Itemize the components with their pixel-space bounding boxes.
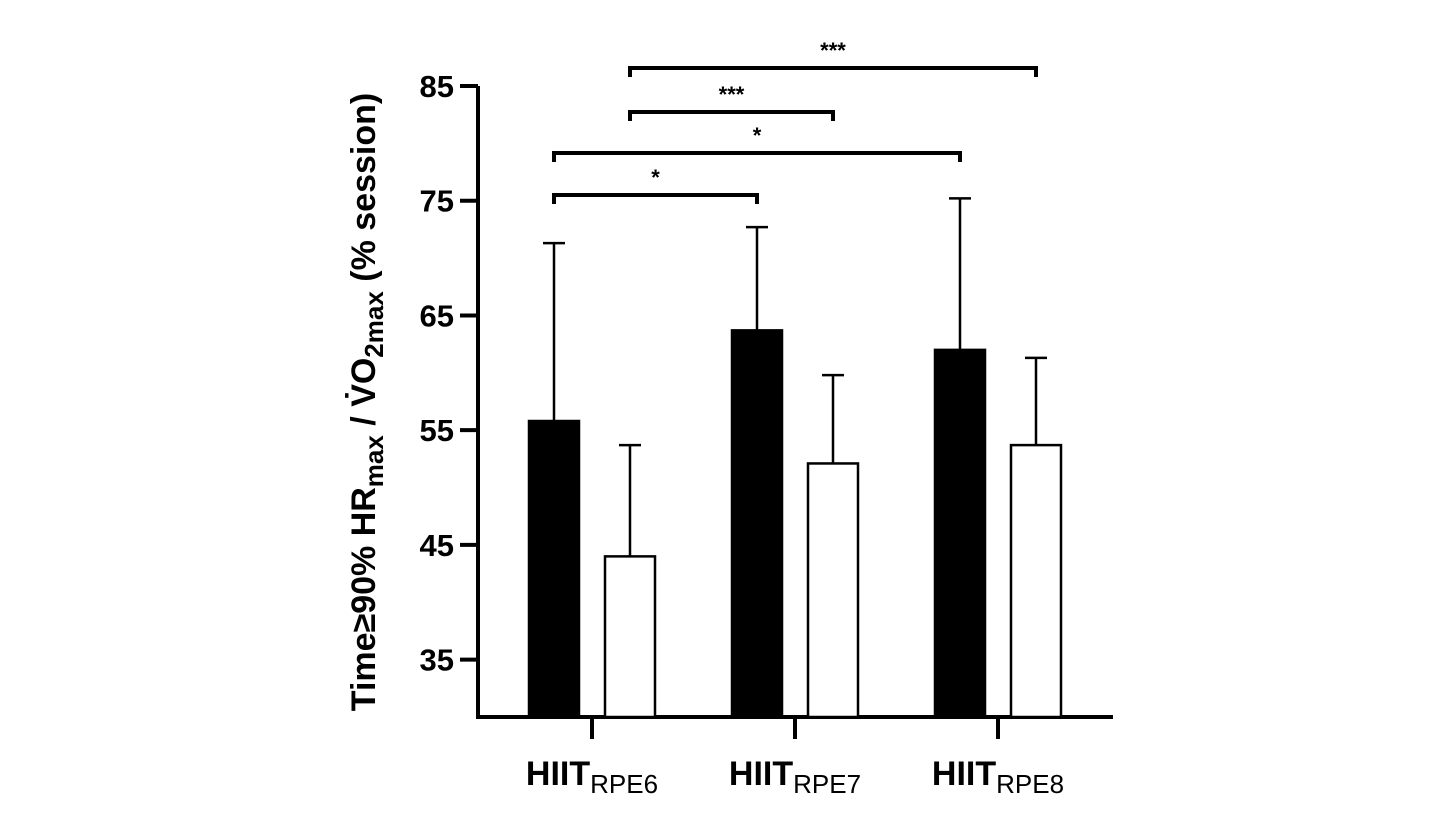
- y-label-subscript: max: [359, 435, 389, 488]
- significance-label: ***: [719, 82, 745, 107]
- category-subscript: RPE6: [590, 769, 658, 799]
- category-subscript: RPE7: [793, 769, 861, 799]
- significance-bracket: [628, 110, 835, 121]
- bar: [603, 555, 657, 719]
- category-name: HIIT: [729, 755, 793, 793]
- bar: [527, 419, 581, 719]
- bar: [1009, 443, 1063, 719]
- significance-label: ***: [820, 38, 846, 63]
- significance-bracket: [552, 151, 962, 162]
- y-tick-label: 55: [420, 413, 454, 448]
- bar: [933, 348, 987, 719]
- y-label-part: (% session): [345, 93, 383, 291]
- significance-bracket: [628, 66, 1038, 77]
- y-label-part: Time≥90% HR: [345, 487, 383, 711]
- x-tick-label: HIITRPE6: [526, 755, 658, 799]
- significance-label: *: [651, 165, 660, 190]
- y-tick-label: 45: [420, 528, 454, 563]
- category-name: HIIT: [526, 755, 590, 793]
- significance-bracket: [552, 193, 759, 204]
- y-tick-label: 65: [420, 298, 454, 333]
- x-tick-label: HIITRPE7: [729, 755, 861, 799]
- y-label-subscript: 2max: [359, 291, 389, 358]
- bar: [730, 329, 784, 719]
- y-tick-label: 85: [420, 69, 454, 104]
- category-name: HIIT: [932, 755, 996, 793]
- y-label-part: / V̇O: [345, 358, 383, 435]
- x-tick-label: HIITRPE8: [932, 755, 1064, 799]
- significance-label: *: [753, 123, 762, 148]
- category-subscript: RPE8: [996, 769, 1064, 799]
- y-tick-label: 35: [420, 643, 454, 678]
- bar: [806, 462, 860, 719]
- y-axis-label: Time≥90% HRmax / V̇O2max (% session): [345, 93, 389, 711]
- y-tick-label: 75: [420, 184, 454, 219]
